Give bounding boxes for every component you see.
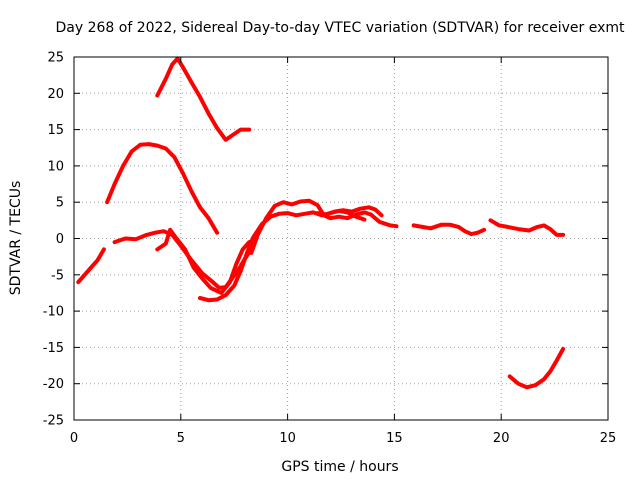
series-arc-8 (315, 205, 384, 218)
series-arc-10 (488, 218, 566, 237)
series-arc-1 (76, 247, 106, 285)
x-tick-label: 15 (386, 431, 403, 446)
series-arc-4 (155, 56, 252, 142)
series-arc-11 (507, 346, 566, 390)
chart-title: Day 268 of 2022, Sidereal Day-to-day VTE… (56, 20, 626, 36)
x-tick-label: 10 (279, 431, 296, 446)
y-tick-label: -15 (43, 341, 64, 356)
x-tick-label: 5 (177, 431, 185, 446)
data-series (76, 56, 566, 390)
grid (74, 57, 608, 420)
series-arc-3 (105, 142, 220, 235)
y-tick-label: 10 (47, 159, 64, 174)
y-tick-label: 5 (56, 196, 64, 211)
axis-ticks: 0 5 10 15 20 25 -25 -20 -15 -10 -5 0 5 10 15 20 25 (43, 51, 617, 447)
y-tick-label: -5 (51, 268, 64, 283)
y-tick-label: 15 (47, 123, 64, 138)
x-tick-label: 20 (493, 431, 510, 446)
y-tick-label: 20 (47, 87, 64, 102)
y-axis-title: SDTVAR / TECUs (8, 181, 24, 296)
y-tick-label: -25 (43, 414, 64, 429)
x-tick-label: 0 (70, 431, 78, 446)
x-axis-title: GPS time / hours (281, 459, 398, 475)
series-arc-5 (155, 227, 256, 295)
y-tick-label: 25 (47, 51, 64, 66)
y-tick-label: -20 (43, 377, 64, 392)
x-tick-label: 25 (600, 431, 617, 446)
y-tick-label: 0 (56, 232, 64, 247)
series-arc-9 (411, 222, 487, 237)
y-tick-label: -10 (43, 305, 64, 320)
